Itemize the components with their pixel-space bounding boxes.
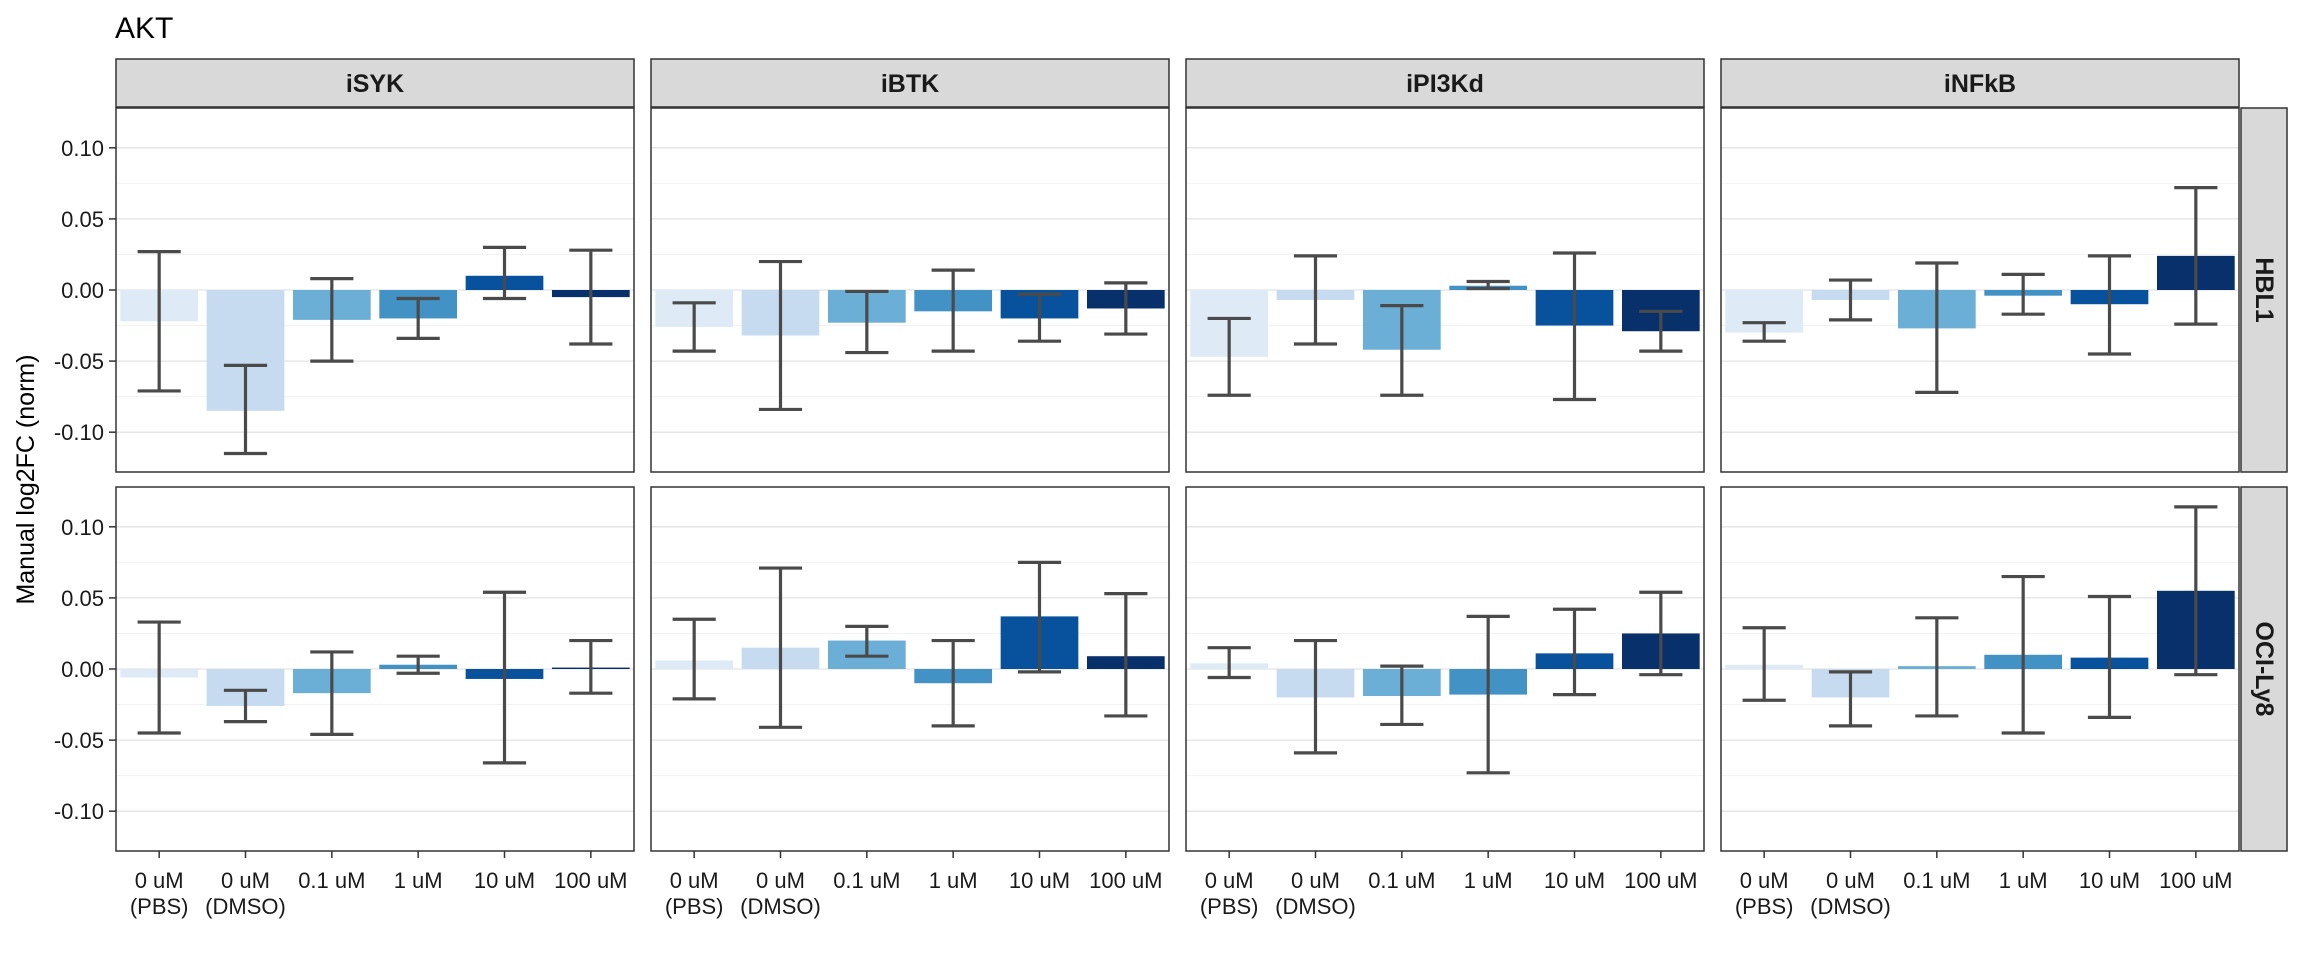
x-tick-label: 0.1 uM (298, 868, 365, 893)
panel-oci-ly8-isyk (115, 486, 635, 852)
x-tick-label: 10 uM (2079, 868, 2140, 893)
y-tick-label: 0.00 (61, 657, 104, 682)
panel-hbl1-infkb (1720, 107, 2240, 473)
x-tick-label: 100 uM (2159, 868, 2232, 893)
facet-panels: iSYK iBTK iPI3Kd iNFkB HBL1 OCI-Ly8 -0.10 -0.05… (54, 58, 2288, 919)
x-tick-label: 0 uM (1740, 868, 1789, 893)
y-axis-label: Manual log2FC (norm) (12, 354, 40, 604)
panel-border (1185, 486, 1705, 852)
x-tick-label: (PBS) (1200, 894, 1259, 919)
y-tick-label: 0.05 (61, 207, 104, 232)
facet-strip-label: iPI3Kd (1406, 70, 1484, 98)
panel-border (650, 486, 1170, 852)
y-tick-label: -0.10 (54, 420, 104, 445)
facet-strip-ipi3kd (1185, 58, 1705, 108)
x-tick-label: (PBS) (1735, 894, 1794, 919)
y-tick-label: -0.05 (54, 728, 104, 753)
panel-border (115, 486, 635, 852)
x-tick-label: (DMSO) (205, 894, 286, 919)
panel-oci-ly8-ipi3kd (1185, 486, 1705, 852)
panel-border (650, 107, 1170, 473)
x-tick-label: (PBS) (665, 894, 724, 919)
facet-strip-label: iSYK (346, 70, 404, 98)
facet-strip-label: OCI-Ly8 (2250, 622, 2278, 717)
facet-strip-hbl1 (2240, 107, 2288, 473)
panel-border (1720, 486, 2240, 852)
y-tick-label: 0.05 (61, 586, 104, 611)
facet-strip-ibtk (650, 58, 1170, 108)
x-tick-label: 1 uM (929, 868, 978, 893)
y-axis-label-group: Manual log2FC (norm) (12, 354, 40, 604)
y-tick-label: -0.10 (54, 799, 104, 824)
x-tick-label: 0 uM (1205, 868, 1254, 893)
chart-title: AKT (115, 12, 173, 45)
x-tick-label: 100 uM (554, 868, 627, 893)
x-tick-label: 0.1 uM (1903, 868, 1970, 893)
x-tick-label: 0 uM (1291, 868, 1340, 893)
x-tick-label: 100 uM (1624, 868, 1697, 893)
panel-hbl1-isyk (115, 107, 635, 473)
x-tick-label: (PBS) (130, 894, 189, 919)
x-tick-label: 0 uM (670, 868, 719, 893)
x-tick-label: 100 uM (1089, 868, 1162, 893)
x-tick-label: 10 uM (1009, 868, 1070, 893)
x-tick-label: 0 uM (135, 868, 184, 893)
panel-border (1720, 107, 2240, 473)
panel-hbl1-ibtk (650, 107, 1170, 473)
x-tick-label: 0 uM (1826, 868, 1875, 893)
x-tick-label: 10 uM (474, 868, 535, 893)
facet-strip-label: iNFkB (1944, 70, 2016, 98)
facet-strip-label: iBTK (881, 70, 939, 98)
y-tick-label: -0.05 (54, 349, 104, 374)
x-tick-label: 0.1 uM (1368, 868, 1435, 893)
facet-strip-oci-ly8 (2240, 486, 2288, 852)
facet-strip-label: HBL1 (2250, 257, 2278, 322)
facet-strip-isyk (115, 58, 635, 108)
panel-border (1185, 107, 1705, 473)
panel-oci-ly8-ibtk (650, 486, 1170, 852)
y-tick-label: 0.10 (61, 515, 104, 540)
y-tick-label: 0.10 (61, 136, 104, 161)
x-tick-label: 0 uM (221, 868, 270, 893)
x-tick-label: 0.1 uM (833, 868, 900, 893)
panel-oci-ly8-infkb (1720, 486, 2240, 852)
x-tick-label: 1 uM (394, 868, 443, 893)
y-tick-label: 0.00 (61, 278, 104, 303)
facet-strip-infkb (1720, 58, 2240, 108)
x-tick-label: 1 uM (1999, 868, 2048, 893)
panel-border (115, 107, 635, 473)
x-tick-label: 10 uM (1544, 868, 1605, 893)
x-tick-label: 0 uM (756, 868, 805, 893)
x-tick-label: (DMSO) (1275, 894, 1356, 919)
x-tick-label: (DMSO) (740, 894, 821, 919)
x-tick-label: 1 uM (1464, 868, 1513, 893)
panel-hbl1-ipi3kd (1185, 107, 1705, 473)
x-tick-label: (DMSO) (1810, 894, 1891, 919)
